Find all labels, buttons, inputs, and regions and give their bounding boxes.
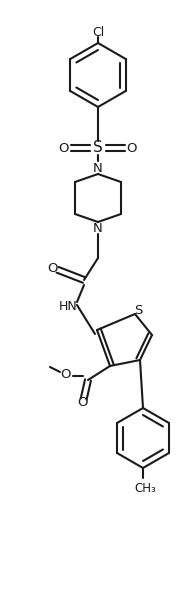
Text: N: N [93, 222, 103, 234]
Text: O: O [59, 141, 69, 155]
Text: O: O [48, 262, 58, 274]
Text: HN: HN [59, 301, 77, 313]
Text: O: O [78, 396, 88, 408]
Text: CH₃: CH₃ [134, 481, 156, 495]
Text: S: S [93, 141, 103, 155]
Text: N: N [93, 161, 103, 175]
Text: S: S [134, 304, 142, 318]
Text: Cl: Cl [92, 27, 104, 39]
Text: O: O [61, 367, 71, 381]
Text: O: O [127, 141, 137, 155]
